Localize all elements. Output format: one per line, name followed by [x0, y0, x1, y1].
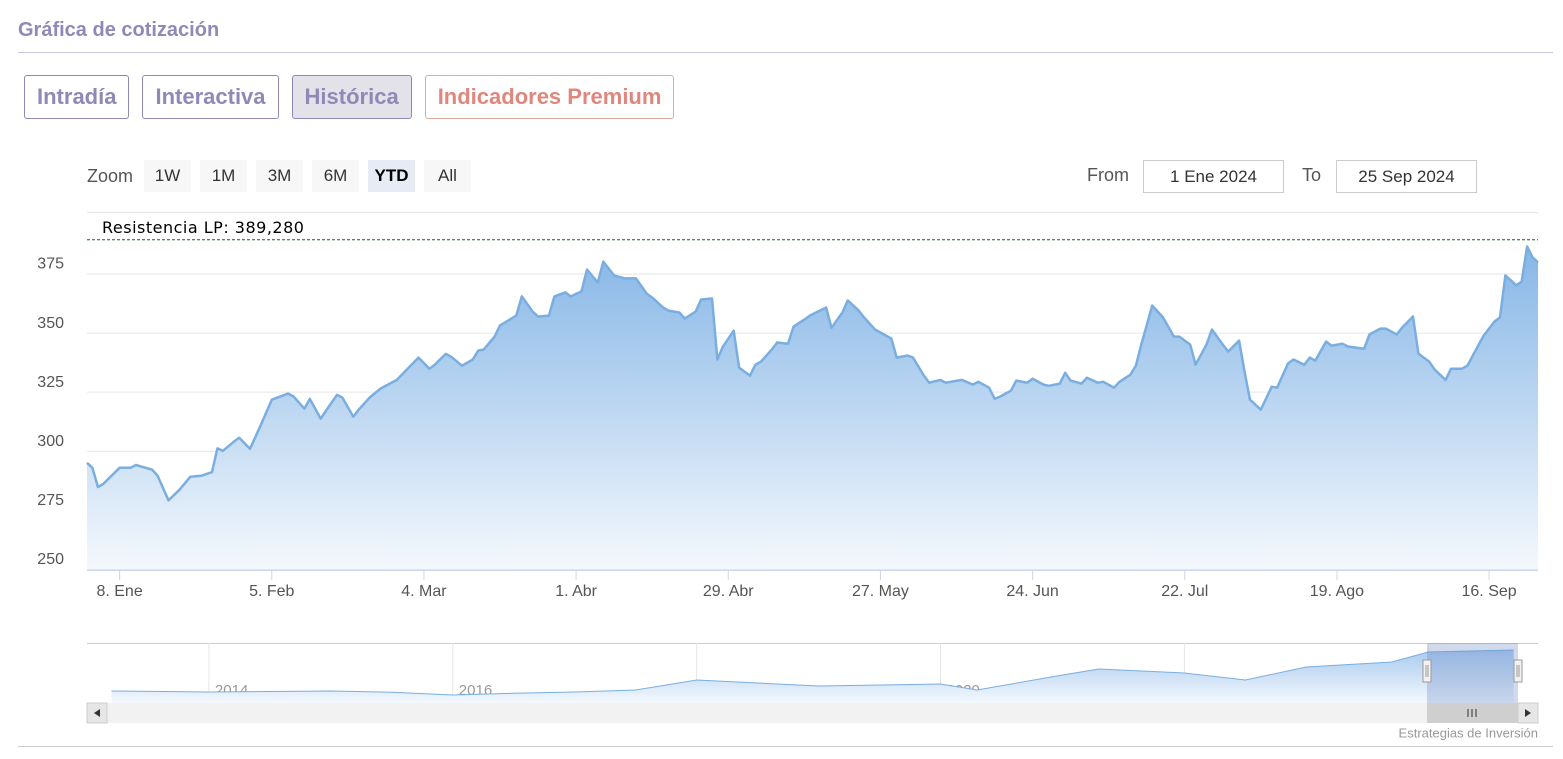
- plot-layer: Resistencia LP: 389,280: [86, 218, 1539, 569]
- x-tick-label: 22. Jul: [1161, 583, 1208, 600]
- section-title: Gráfica de cotización: [18, 19, 220, 41]
- zoom-button[interactable]: 1W: [144, 160, 191, 192]
- navigator-handle[interactable]: [1422, 659, 1432, 683]
- navigator-area: [111, 650, 1514, 703]
- resistance-label: Resistencia LP: 389,280: [102, 218, 304, 237]
- x-tick-label: 1. Abr: [555, 583, 597, 600]
- zoom-button[interactable]: YTD: [368, 160, 415, 192]
- y-tick-label: 300: [37, 433, 64, 450]
- arrow-right: [1525, 709, 1531, 717]
- x-tick-label: 24. Jun: [1006, 583, 1058, 600]
- price-line: [86, 245, 1539, 502]
- zoom-bar: 1W 1M 3M 6M YTD All: [144, 160, 471, 192]
- to-label: To: [1302, 165, 1322, 185]
- arrow-left: [94, 709, 100, 717]
- tab-bar: Intradía Interactiva Histórica Indicadores …: [24, 75, 675, 119]
- y-tick-label: 350: [37, 315, 64, 332]
- y-tick-label: 250: [37, 551, 64, 568]
- x-tick-label: 29. Abr: [703, 583, 754, 600]
- navigator-line: [111, 649, 1514, 696]
- tab[interactable]: Histórica: [291, 75, 412, 119]
- x-tick-label: 4. Mar: [401, 583, 447, 600]
- zoom-button[interactable]: 6M: [312, 160, 359, 192]
- tab[interactable]: Indicadores Premium: [424, 75, 675, 119]
- y-tick-label: 275: [37, 492, 64, 509]
- zoom-button[interactable]: All: [424, 160, 471, 192]
- x-tick-label: 5. Feb: [249, 583, 294, 600]
- navigator: 201420162018202020222024: [87, 643, 1538, 703]
- from-label: From: [1087, 165, 1129, 185]
- y-tick-label: 375: [37, 256, 64, 273]
- x-tick-label: 16. Sep: [1462, 583, 1517, 600]
- x-tick-label: 19. Ago: [1310, 583, 1364, 600]
- navigator-selection: [1427, 643, 1518, 703]
- x-tick-label: 27. May: [852, 583, 909, 600]
- tab[interactable]: Interactiva: [142, 75, 279, 119]
- scrollbar-track[interactable]: [87, 703, 1538, 723]
- tab[interactable]: Intradía: [24, 75, 130, 119]
- to-input[interactable]: 25 Sep 2024: [1336, 160, 1477, 193]
- zoom-button[interactable]: 1M: [200, 160, 247, 192]
- credit: Estrategias de Inversión: [1399, 725, 1538, 740]
- from-input[interactable]: 1 Ene 2024: [1143, 160, 1284, 193]
- navigator-handle[interactable]: [1513, 659, 1523, 683]
- y-tick-label: 325: [37, 374, 64, 391]
- zoom-label: Zoom: [87, 166, 134, 186]
- area-fill: [87, 246, 1538, 569]
- x-tick-label: 8. Ene: [96, 583, 142, 600]
- zoom-button[interactable]: 3M: [256, 160, 303, 192]
